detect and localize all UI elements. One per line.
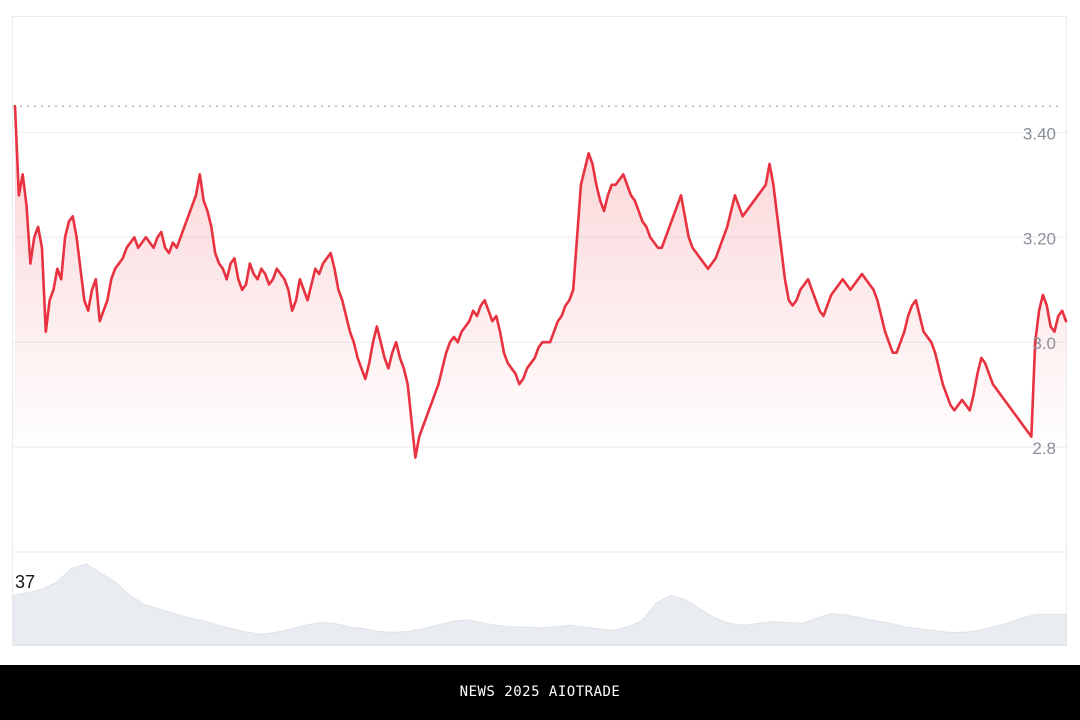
price-chart: 3.40 3.20 3.0 2.8 37 xyxy=(12,16,1068,646)
price-chart-svg: 3.40 3.20 3.0 2.8 37 xyxy=(13,104,1068,646)
volume-label: 37 xyxy=(15,572,35,592)
y-tick-label: 3.20 xyxy=(1023,229,1056,248)
y-tick-label: 3.0 xyxy=(1032,334,1056,353)
y-tick-label: 3.40 xyxy=(1023,124,1056,143)
y-tick-label: 2.8 xyxy=(1032,439,1056,458)
price-area xyxy=(15,106,1066,458)
footer-bar: NEWS 2025 AIOTRADE xyxy=(0,665,1080,720)
footer-watermark: NEWS 2025 AIOTRADE xyxy=(459,684,621,700)
price-line xyxy=(13,104,1068,459)
volume-area xyxy=(13,563,1067,646)
